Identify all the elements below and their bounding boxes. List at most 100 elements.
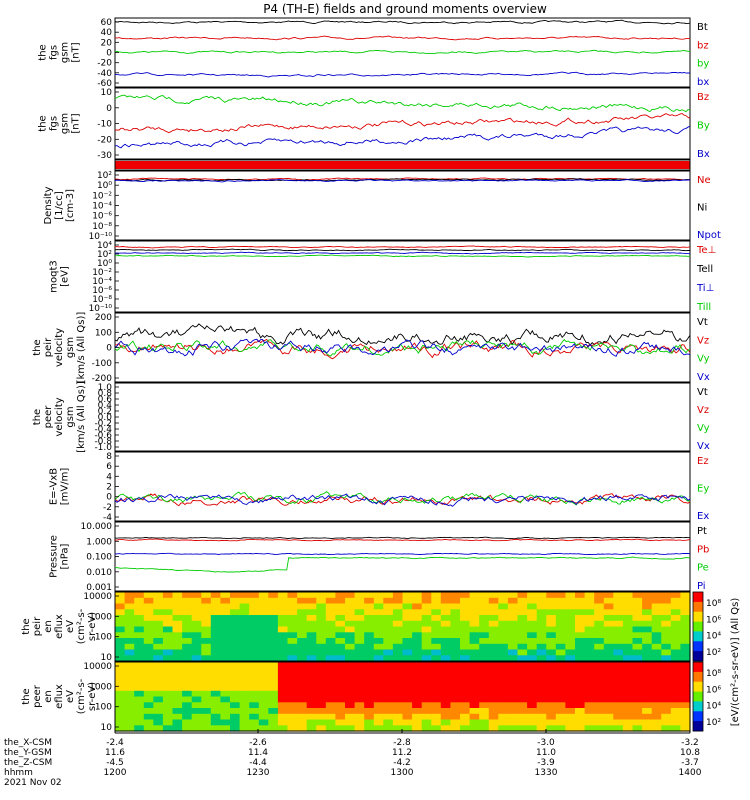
spectrogram-cell (555, 643, 566, 651)
y-tick-label: -100 (92, 359, 113, 369)
spectrogram-cell (354, 696, 365, 703)
spectrogram-cell (680, 603, 691, 610)
spectrogram-cell (373, 620, 384, 628)
spectrogram-cell (680, 696, 691, 703)
spectrogram-cell (603, 655, 614, 662)
spectrogram-cell (354, 632, 365, 639)
spectrogram-cell (565, 638, 576, 645)
spectrogram-cell (143, 609, 154, 616)
spectrogram-cell (402, 615, 413, 622)
spectrogram-cell (220, 638, 231, 645)
spectrogram-cell (277, 719, 289, 726)
spectrogram-cell (268, 615, 279, 622)
spectrogram-cell (431, 609, 442, 616)
spectrogram-cell (507, 702, 519, 709)
spectrogram-cell (134, 655, 145, 662)
spectrogram-cell (479, 649, 490, 656)
spectrogram-cell (162, 597, 174, 605)
trace-bz (114, 113, 691, 134)
spectrogram-cell (527, 667, 538, 675)
chart-title: P4 (TH-E) fields and ground moments over… (263, 2, 547, 16)
spectrogram-cell (517, 655, 528, 662)
spectrogram-cell (124, 719, 135, 726)
spectrogram-cell (507, 626, 519, 633)
spectrogram-cell (373, 643, 384, 651)
spectrogram-cell (354, 725, 365, 732)
spectrogram-cell (546, 696, 557, 703)
legend-tell: Tell (696, 264, 713, 275)
spectrogram-cell (134, 626, 145, 633)
spectrogram-cell (622, 702, 634, 709)
spectrogram-cell (555, 673, 566, 680)
spectrogram-cell (325, 609, 336, 616)
spectrogram-cell (575, 679, 586, 686)
spectrogram-cell (412, 725, 423, 732)
spectrogram-cell (527, 690, 538, 698)
spectrogram-cell (575, 643, 586, 651)
spectrogram-cell (383, 690, 394, 698)
spectrogram-cell (546, 702, 557, 709)
spectrogram-cell (575, 638, 586, 645)
y-axis-label-line: velocity (54, 397, 65, 436)
spectrogram-cell (230, 713, 241, 721)
spectrogram-cell (335, 592, 346, 599)
spectrogram-cell (124, 679, 135, 686)
spectrogram-cell (555, 725, 566, 732)
spectrogram-cell (575, 620, 586, 628)
spectrogram-cell (536, 708, 547, 715)
spectrogram-cell (335, 649, 346, 656)
spectrogram-cell (517, 592, 528, 599)
spectrogram-cell (249, 643, 260, 651)
spectrogram-cell (201, 638, 212, 645)
spectrogram-cell (517, 643, 528, 651)
spectrogram-cell (421, 696, 432, 703)
spectrogram-cell (594, 632, 605, 639)
spectrogram-cell (153, 702, 164, 709)
spectrogram-cell (575, 592, 586, 599)
spectrogram-cell (162, 679, 174, 686)
spectrogram-cell (306, 638, 317, 645)
spectrogram-cell (421, 592, 432, 599)
spectrogram-cell (440, 673, 451, 680)
spectrogram-cell (182, 667, 193, 675)
spectrogram-cell (584, 713, 595, 721)
spectrogram-cell (143, 662, 154, 669)
spectrogram-cell (354, 679, 365, 686)
spectrogram-cell (594, 620, 605, 628)
spectrogram-cell (297, 620, 308, 628)
spectrogram-cell (306, 609, 317, 616)
spectrogram-cell (412, 673, 423, 680)
spectrogram-cell (440, 609, 451, 616)
spectrogram-cell (383, 662, 394, 669)
spectrogram-cell (661, 673, 672, 680)
spectrogram-cell (632, 655, 643, 662)
spectrogram-cell (115, 643, 126, 651)
spectrogram-cell (555, 667, 566, 675)
spectrogram-cell (575, 685, 586, 692)
spectrogram-cell (402, 603, 413, 610)
spectrogram-cell (613, 702, 624, 709)
spectrogram-cell (268, 708, 279, 715)
spectrogram-cell (469, 679, 480, 686)
spectrogram-cell (536, 679, 547, 686)
spectrogram-cell (642, 685, 653, 692)
spectrogram-cell (632, 679, 643, 686)
spectrogram-cell (622, 662, 634, 669)
spectrogram-cell (479, 690, 490, 698)
spectrogram-cell (431, 708, 442, 715)
spectrogram-cell (661, 696, 672, 703)
spectrogram-cell (210, 713, 221, 721)
spectrogram-cell (479, 696, 490, 703)
y-tick-label: -60 (97, 79, 112, 89)
y-tick-label: 0.6 (98, 395, 113, 405)
spectrogram-cell (392, 592, 404, 599)
spectrogram-cell (575, 696, 586, 703)
spectrogram-cell (670, 643, 681, 651)
quality-flag-bar (115, 161, 690, 169)
spectrogram-cell (364, 655, 375, 662)
spectrogram-cell (498, 597, 509, 605)
spectrogram-cell (258, 690, 269, 698)
spectrogram-cell (230, 662, 241, 669)
spectrogram-cell (143, 667, 154, 675)
spectrogram-cell (469, 626, 480, 633)
